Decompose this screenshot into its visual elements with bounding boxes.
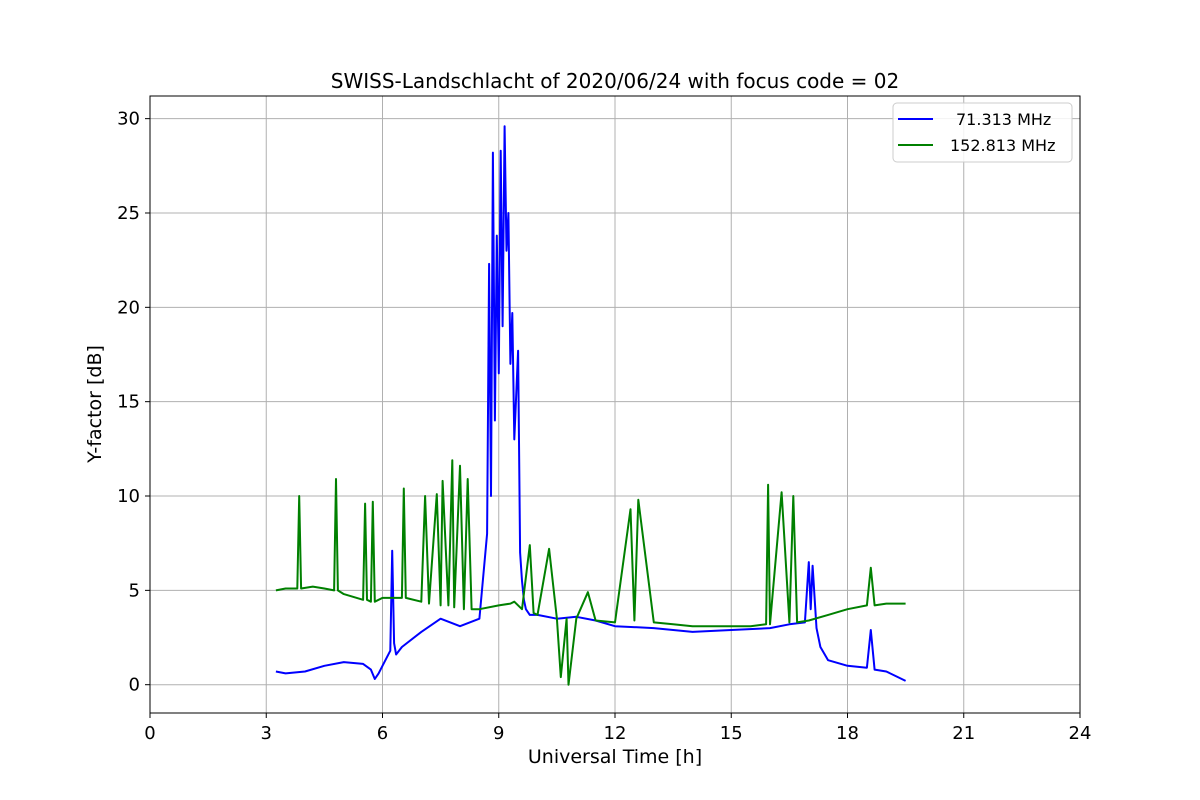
x-tick-label-12: 12 (604, 723, 627, 744)
x-tick-label-9: 9 (493, 723, 504, 744)
x-tick-label-21: 21 (952, 723, 975, 744)
x-tick-label-18: 18 (836, 723, 859, 744)
chart-title: SWISS-Landschlacht of 2020/06/24 with fo… (331, 69, 899, 93)
grid (150, 96, 1080, 713)
y-tick-label-10: 10 (117, 486, 140, 507)
y-tick-label-30: 30 (117, 109, 140, 130)
series-line-152-mhz (275, 459, 906, 686)
y-tick-label-25: 25 (117, 203, 140, 224)
y-tick-label-20: 20 (117, 297, 140, 318)
legend: 71.313 MHz 152.813 MHz (892, 102, 1073, 163)
series-line-71-mhz (275, 125, 907, 682)
legend-label-71-mhz: 71.313 MHz (956, 110, 1051, 129)
legend-label-152-mhz: 152.813 MHz (950, 136, 1055, 155)
y-tick-label-5: 5 (129, 580, 140, 601)
legend-box (892, 102, 1073, 163)
x-tick-label-0: 0 (144, 723, 155, 744)
y-tick-label-0: 0 (129, 675, 140, 696)
y-axis-label: Y-factor [dB] (84, 345, 106, 464)
y-tick-label-15: 15 (117, 392, 140, 413)
x-tick-label-15: 15 (720, 723, 743, 744)
x-tick-label-6: 6 (377, 723, 388, 744)
x-tick-label-3: 3 (261, 723, 272, 744)
series-layer (275, 125, 907, 686)
x-tick-label-24: 24 (1069, 723, 1092, 744)
ticks: 0 3 6 9 12 15 18 21 24 0 5 10 15 20 25 30 (117, 109, 1091, 744)
x-axis-label: Universal Time [h] (528, 746, 702, 768)
